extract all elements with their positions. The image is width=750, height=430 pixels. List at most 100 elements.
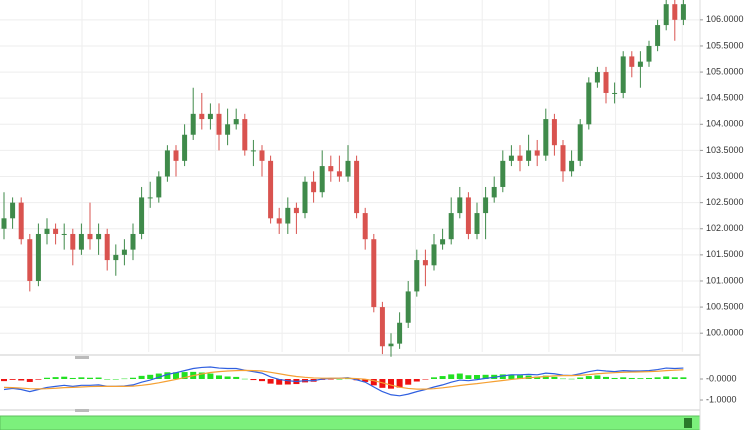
y-tick-label: 104.5000 — [706, 93, 744, 103]
candle-body — [362, 213, 368, 240]
histogram-bar — [465, 375, 472, 380]
histogram-bar — [448, 374, 455, 380]
histogram-bar — [551, 376, 558, 380]
candle-body — [293, 207, 299, 214]
histogram-bar — [439, 376, 446, 380]
histogram-bar — [78, 377, 85, 380]
histogram-bar — [577, 377, 584, 380]
histogram-bar — [207, 373, 214, 380]
candle-body — [225, 124, 231, 135]
y-tick-label: 104.0000 — [706, 119, 744, 129]
histogram-bar — [35, 379, 42, 380]
histogram-bar — [336, 379, 343, 380]
candle-body — [379, 307, 385, 347]
candle-body — [164, 150, 170, 177]
histogram-bar — [26, 379, 33, 382]
y-tick-label: 103.5000 — [706, 145, 744, 155]
pane-handle[interactable] — [75, 409, 89, 412]
candle-body — [508, 155, 514, 161]
candle-body — [104, 233, 110, 261]
candle-body — [483, 197, 489, 214]
candle-body — [276, 218, 282, 224]
histogram-bar — [646, 377, 652, 380]
candle-body — [147, 197, 153, 199]
histogram-bar — [370, 379, 377, 386]
histogram-bar — [138, 375, 145, 380]
histogram-bar — [671, 377, 678, 380]
y-tick-label: 102.0000 — [706, 223, 744, 233]
candle-body — [199, 113, 205, 120]
candle-body — [328, 166, 334, 172]
candle-body — [569, 160, 575, 172]
candle-body — [1, 218, 7, 229]
candle-body — [311, 181, 317, 193]
candle-body — [354, 160, 360, 214]
pane-handle[interactable] — [75, 356, 89, 359]
y-tick-label: -0.0000 — [706, 373, 737, 383]
candle-body — [586, 82, 592, 125]
navigator-handle[interactable] — [684, 418, 692, 428]
candle-body — [139, 197, 145, 234]
candle-body — [491, 186, 497, 198]
histogram-bar — [276, 379, 283, 385]
candle-body — [448, 213, 454, 240]
histogram-bar — [431, 377, 437, 380]
histogram-bar — [379, 379, 386, 388]
candle-body — [182, 134, 188, 161]
candle-body — [96, 233, 102, 240]
y-tick-label: 100.0000 — [706, 328, 744, 338]
histogram-bar — [95, 377, 102, 380]
y-tick-label: 101.5000 — [706, 249, 744, 259]
histogram-bar — [482, 374, 489, 380]
y-tick-label: 102.5000 — [706, 197, 744, 207]
histogram-bar — [327, 379, 334, 380]
candle-body — [551, 119, 557, 146]
histogram-bar — [603, 376, 609, 380]
histogram-bar — [345, 378, 351, 380]
candle-body — [431, 244, 437, 266]
histogram-bar — [259, 379, 265, 382]
histogram-bar — [267, 379, 274, 384]
histogram-bar — [112, 379, 119, 380]
candle-body — [216, 113, 222, 135]
candle-body — [543, 119, 549, 156]
candle-body — [414, 260, 420, 292]
candle-body — [190, 113, 196, 135]
histogram-bar — [164, 372, 171, 380]
histogram-bar — [508, 374, 515, 380]
histogram-bar — [224, 376, 231, 380]
y-tick-label: 106.0000 — [706, 14, 744, 24]
histogram-bar — [52, 377, 59, 380]
histogram-bar — [130, 377, 136, 380]
y-tick-label: 105.0000 — [706, 66, 744, 76]
histogram-bar — [61, 376, 68, 380]
candle-body — [130, 233, 136, 250]
candle-body — [629, 56, 635, 67]
histogram-bar — [362, 379, 369, 382]
candle-body — [457, 197, 463, 214]
candle-body — [500, 160, 506, 187]
candle-body — [285, 207, 291, 224]
macd-line — [3, 369, 684, 390]
grid — [0, 0, 700, 352]
candle-body — [603, 72, 609, 93]
y-tick-label: 100.5000 — [706, 301, 744, 311]
histogram-bar — [585, 376, 592, 380]
candle-body — [44, 228, 50, 234]
candle-body — [53, 228, 59, 234]
candle-body — [156, 176, 162, 198]
candle-body — [18, 202, 24, 240]
y-tick-label: 103.0000 — [706, 171, 744, 181]
histogram-bar — [654, 377, 661, 380]
candle-body — [173, 150, 179, 161]
histogram-bar — [181, 372, 188, 380]
histogram-bar — [405, 379, 412, 385]
navigator[interactable] — [0, 415, 701, 430]
candle-body — [612, 92, 618, 94]
candle-body — [336, 171, 342, 177]
candle-body — [465, 197, 471, 234]
histogram-bar — [499, 374, 506, 380]
